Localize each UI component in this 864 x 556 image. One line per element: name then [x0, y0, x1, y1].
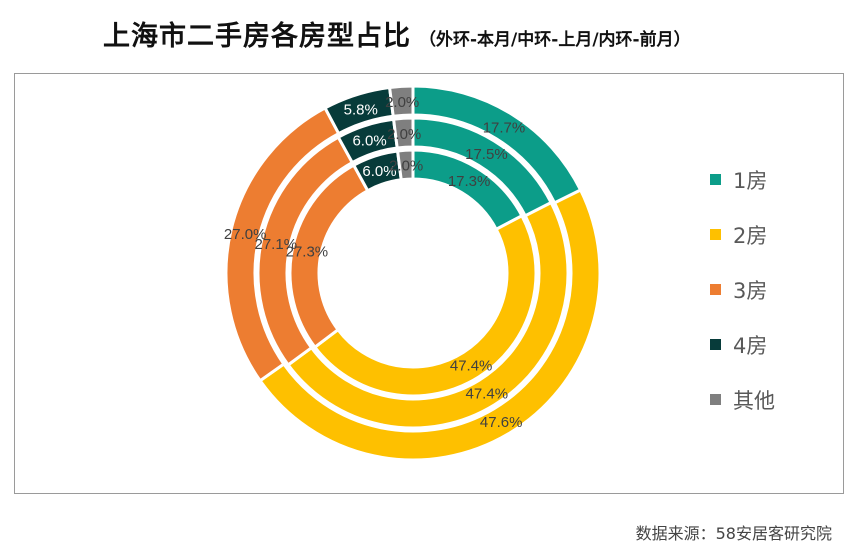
data-source-value: 58安居客研究院	[715, 524, 832, 543]
data-label-inner-4room: 6.0%	[362, 163, 396, 180]
data-label-middle-3room: 27.1%	[255, 236, 298, 253]
data-label-middle-1room: 17.5%	[465, 146, 508, 163]
legend-label-2room: 2房	[733, 223, 768, 248]
data-label-middle-4room: 6.0%	[352, 132, 386, 149]
data-label-outer-3room: 27.0%	[224, 226, 267, 243]
chart-title-main: 上海市二手房各房型占比	[103, 21, 411, 52]
chart-title: 上海市二手房各房型占比 （外环-本月/中环-上月/内环-前月）	[103, 14, 691, 54]
legend-swatch-other	[710, 394, 721, 405]
legend-label-4room: 4房	[733, 333, 768, 358]
legend-label-1room: 1房	[733, 168, 768, 193]
data-source: 数据来源：58安居客研究院	[636, 520, 832, 544]
data-label-outer-4room: 5.8%	[344, 102, 378, 119]
data-label-outer-other: 2.0%	[385, 94, 419, 111]
legend-swatch-1room	[710, 174, 721, 185]
chart-title-subtitle: （外环-本月/中环-上月/内环-前月）	[419, 30, 691, 50]
slice-inner-2room	[312, 213, 538, 398]
data-label-inner-2room: 47.4%	[450, 358, 493, 375]
data-label-inner-1room: 17.3%	[448, 173, 491, 190]
legend-swatch-4room	[710, 339, 721, 350]
data-label-outer-1room: 17.7%	[483, 119, 526, 136]
slice-inner-other	[395, 148, 415, 182]
data-label-middle-other: 2.0%	[387, 126, 421, 143]
legend-label-other: 其他	[733, 388, 775, 413]
legend-item-other: 其他	[710, 372, 775, 427]
data-label-inner-3room: 27.3%	[286, 243, 329, 260]
legend-swatch-3room	[710, 284, 721, 295]
legend-item-3room: 3房	[710, 262, 775, 317]
slice-outer-other	[387, 84, 415, 118]
data-label-inner-other: 2.0%	[389, 158, 423, 175]
legend-item-2room: 2房	[710, 207, 775, 262]
data-label-outer-2room: 47.6%	[480, 414, 523, 431]
legend-item-4room: 4房	[710, 317, 775, 372]
chart-legend: 1房 2房 3房 4房其他	[710, 152, 775, 427]
legend-swatch-2room	[710, 229, 721, 240]
legend-label-3room: 3房	[733, 278, 768, 303]
legend-item-1room: 1房	[710, 152, 775, 207]
data-label-middle-2room: 47.4%	[466, 386, 509, 403]
slice-middle-other	[391, 116, 415, 150]
data-source-label: 数据来源：	[635, 524, 716, 543]
